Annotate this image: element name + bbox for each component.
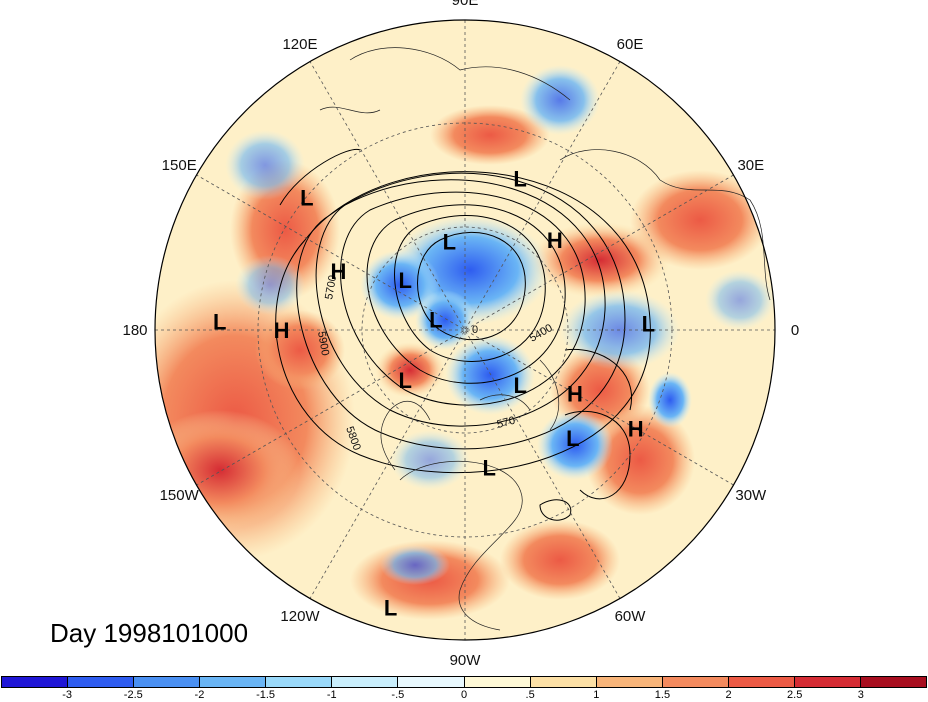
colorbar-cell: [464, 677, 531, 687]
contour-label: 5700: [323, 274, 339, 300]
day-label: Day 1998101000: [50, 618, 249, 648]
low-pressure-marker: L: [398, 268, 411, 293]
low-pressure-marker: L: [398, 368, 411, 393]
longitude-label: 180: [122, 322, 147, 339]
colorbar-cell: [861, 677, 927, 687]
colorbar-cell: [68, 677, 135, 687]
low-pressure-marker: L: [482, 456, 495, 481]
colorbar-cell: [596, 677, 663, 687]
graticule: [155, 20, 775, 640]
low-pressure-marker: L: [566, 426, 579, 451]
height-contours: [275, 148, 651, 521]
colorbar-tick-label: -1: [326, 689, 337, 701]
contour-label-group: 5700 5900 5800 5400 0 570: [315, 274, 555, 452]
colorbar-tick-label: 2.5: [787, 689, 803, 701]
colorbar-cell: [266, 677, 333, 687]
low-pressure-marker: L: [443, 229, 456, 254]
longitude-label: 30W: [735, 487, 767, 504]
colorbar-tick-labels: -3 -2.5 -2 -1.5 -1 -.5 0 .5 1 1.5 2 2.5 3: [1, 689, 927, 702]
longitude-label: 90E: [452, 0, 479, 9]
longitude-label: 150W: [160, 487, 200, 504]
colorbar-tick-label: 1.5: [654, 689, 671, 701]
high-pressure-marker: H: [628, 417, 644, 442]
colorbar-tick-label: -2.5: [123, 689, 143, 701]
low-pressure-marker: L: [384, 596, 397, 621]
high-pressure-marker: H: [274, 318, 290, 343]
colorbar-cell: [728, 677, 795, 687]
colorbar-tick-label: .5: [525, 689, 535, 701]
low-pressure-marker: L: [213, 309, 226, 334]
colorbar-cell: [794, 677, 862, 687]
low-pressure-marker: L: [513, 373, 526, 398]
longitude-label: 30E: [737, 157, 764, 174]
low-pressure-marker: L: [429, 307, 442, 332]
longitude-label: 90W: [450, 652, 482, 669]
high-pressure-marker: H: [331, 259, 347, 284]
contour-label: 0: [472, 324, 478, 336]
contour-label: 5900: [315, 330, 331, 356]
longitude-label: 0: [791, 322, 799, 339]
longitude-label: 120W: [280, 608, 320, 625]
colorbar-tick-label: 2: [725, 689, 732, 701]
high-pressure-marker: H: [567, 382, 583, 407]
low-pressure-marker: L: [513, 167, 526, 192]
colorbar-tick-label: 1: [593, 689, 600, 701]
polar-map: 5700 5900 5800 5400 0 570 90E60E30E030W6…: [122, 0, 799, 669]
colorbar-tick-label: -2: [194, 689, 205, 701]
colorbar-cell: [200, 677, 267, 687]
colorbar-cell: [134, 677, 201, 687]
colorbar-tick-label: -1.5: [256, 689, 276, 701]
longitude-label: 150E: [162, 157, 197, 174]
colorbar-cell: [398, 677, 465, 687]
colorbar-cell: [332, 677, 399, 687]
map-boundary: [154, 19, 776, 641]
colorbar-tick-label: 0: [460, 689, 468, 701]
colorbar-cell: [530, 677, 597, 687]
longitude-label: 120E: [282, 36, 317, 53]
colorbar-tick-label: -.5: [391, 689, 405, 701]
longitude-label: 60W: [615, 608, 647, 625]
colorbar-cell: [662, 677, 729, 687]
high-pressure-marker: H: [547, 228, 563, 253]
contour-label: 570: [496, 415, 517, 431]
colorbar-tick-label: 3: [857, 689, 864, 701]
longitude-label: 60E: [617, 36, 644, 53]
longitude-labels: 90E 60E 30E 0 30W 60W 90W 120W 150W 180 150E 120E: [122, 0, 799, 669]
colorbar: [1, 676, 927, 688]
colorbar-tick-label: -3: [62, 689, 73, 701]
low-pressure-marker: L: [642, 312, 655, 337]
low-pressure-marker: L: [300, 185, 313, 210]
colorbar-cell: [2, 677, 69, 687]
